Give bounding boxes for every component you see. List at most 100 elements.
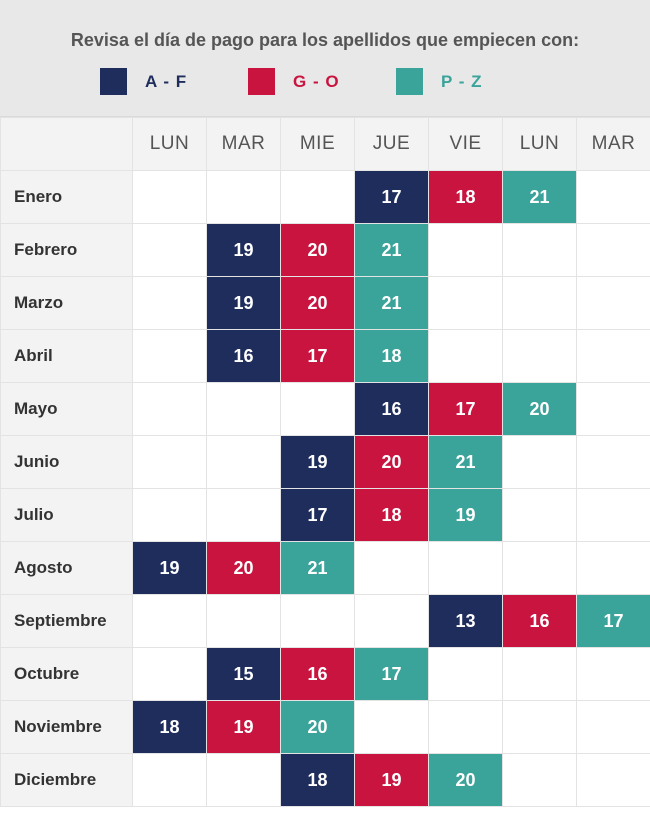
- month-label: Enero: [0, 170, 133, 224]
- empty-cell: [576, 753, 650, 807]
- empty-cell: [428, 541, 503, 595]
- payment-day-cell: 20: [280, 223, 355, 277]
- legend-label-go: G - O: [293, 71, 340, 91]
- empty-cell: [502, 276, 577, 330]
- empty-cell: [428, 276, 503, 330]
- month-label: Febrero: [0, 223, 133, 277]
- empty-cell: [206, 170, 281, 224]
- payment-day-cell: 21: [280, 541, 355, 595]
- table-row: Abril 16 17 18: [0, 329, 650, 383]
- table-row: Noviembre 18 19 20: [0, 700, 650, 754]
- table-row: Septiembre 13 16 17: [0, 594, 650, 648]
- empty-cell: [502, 435, 577, 489]
- month-label: Julio: [0, 488, 133, 542]
- payment-day-cell: 19: [354, 753, 429, 807]
- empty-cell: [428, 223, 503, 277]
- empty-cell: [502, 753, 577, 807]
- payment-day-cell: 16: [206, 329, 281, 383]
- page-title: Revisa el día de pago para los apellidos…: [70, 30, 580, 50]
- empty-cell: [428, 700, 503, 754]
- month-label: Diciembre: [0, 753, 133, 807]
- payment-day-cell: 17: [354, 647, 429, 701]
- empty-cell: [502, 647, 577, 701]
- empty-cell: [502, 541, 577, 595]
- empty-cell: [354, 541, 429, 595]
- legend-swatch-af: [100, 68, 127, 95]
- empty-cell: [132, 382, 207, 436]
- table-header-row: LUN MAR MIE JUE VIE LUN MAR: [0, 117, 650, 171]
- legend-swatch-go: [248, 68, 275, 95]
- month-label: Agosto: [0, 541, 133, 595]
- payment-day-cell: 18: [354, 488, 429, 542]
- month-label: Mayo: [0, 382, 133, 436]
- payment-day-cell: 17: [280, 329, 355, 383]
- empty-cell: [428, 647, 503, 701]
- table-row: Octubre 15 16 17: [0, 647, 650, 701]
- empty-cell: [576, 488, 650, 542]
- payment-day-cell: 18: [428, 170, 503, 224]
- payment-day-cell: 20: [428, 753, 503, 807]
- empty-cell: [132, 647, 207, 701]
- payment-day-cell: 19: [206, 276, 281, 330]
- month-label: Septiembre: [0, 594, 133, 648]
- table-row: Diciembre 18 19 20: [0, 753, 650, 807]
- month-label: Junio: [0, 435, 133, 489]
- month-label: Abril: [0, 329, 133, 383]
- payment-day-cell: 17: [428, 382, 503, 436]
- empty-cell: [576, 382, 650, 436]
- payment-day-cell: 17: [576, 594, 650, 648]
- payment-day-cell: 16: [354, 382, 429, 436]
- payment-day-cell: 20: [206, 541, 281, 595]
- table-row: Junio 19 20 21: [0, 435, 650, 489]
- payment-day-cell: 18: [354, 329, 429, 383]
- empty-cell: [206, 435, 281, 489]
- legend-item-af: A - F: [100, 68, 248, 95]
- empty-cell: [502, 700, 577, 754]
- payment-day-cell: 21: [428, 435, 503, 489]
- legend-label-pz: P - Z: [441, 71, 483, 91]
- payment-day-cell: 18: [132, 700, 207, 754]
- payment-day-cell: 19: [132, 541, 207, 595]
- column-header: MAR: [576, 117, 650, 171]
- empty-cell: [354, 700, 429, 754]
- column-header: MAR: [206, 117, 281, 171]
- table-corner: [0, 117, 133, 171]
- empty-cell: [206, 594, 281, 648]
- empty-cell: [206, 382, 281, 436]
- payment-day-cell: 17: [280, 488, 355, 542]
- empty-cell: [132, 223, 207, 277]
- empty-cell: [428, 329, 503, 383]
- payment-day-cell: 15: [206, 647, 281, 701]
- payment-day-cell: 20: [502, 382, 577, 436]
- payment-day-cell: 19: [280, 435, 355, 489]
- empty-cell: [502, 329, 577, 383]
- payment-day-cell: 16: [280, 647, 355, 701]
- empty-cell: [280, 382, 355, 436]
- payment-day-cell: 16: [502, 594, 577, 648]
- payment-day-cell: 18: [280, 753, 355, 807]
- column-header: JUE: [354, 117, 429, 171]
- empty-cell: [576, 647, 650, 701]
- empty-cell: [132, 276, 207, 330]
- empty-cell: [132, 594, 207, 648]
- empty-cell: [576, 223, 650, 277]
- payment-day-cell: 20: [280, 276, 355, 330]
- legend-item-go: G - O: [248, 68, 396, 95]
- empty-cell: [576, 541, 650, 595]
- payment-day-cell: 21: [354, 223, 429, 277]
- column-header: MIE: [280, 117, 355, 171]
- empty-cell: [576, 276, 650, 330]
- payment-day-cell: 20: [354, 435, 429, 489]
- payment-day-cell: 21: [502, 170, 577, 224]
- column-header: LUN: [132, 117, 207, 171]
- empty-cell: [280, 594, 355, 648]
- payment-calendar-table: LUN MAR MIE JUE VIE LUN MAR Enero 17 18 21 F…: [0, 117, 650, 807]
- empty-cell: [132, 435, 207, 489]
- empty-cell: [502, 488, 577, 542]
- legend-swatch-pz: [396, 68, 423, 95]
- legend-label-af: A - F: [145, 71, 188, 91]
- payment-day-cell: 21: [354, 276, 429, 330]
- table-row: Julio 17 18 19: [0, 488, 650, 542]
- payment-day-cell: 20: [280, 700, 355, 754]
- month-label: Octubre: [0, 647, 133, 701]
